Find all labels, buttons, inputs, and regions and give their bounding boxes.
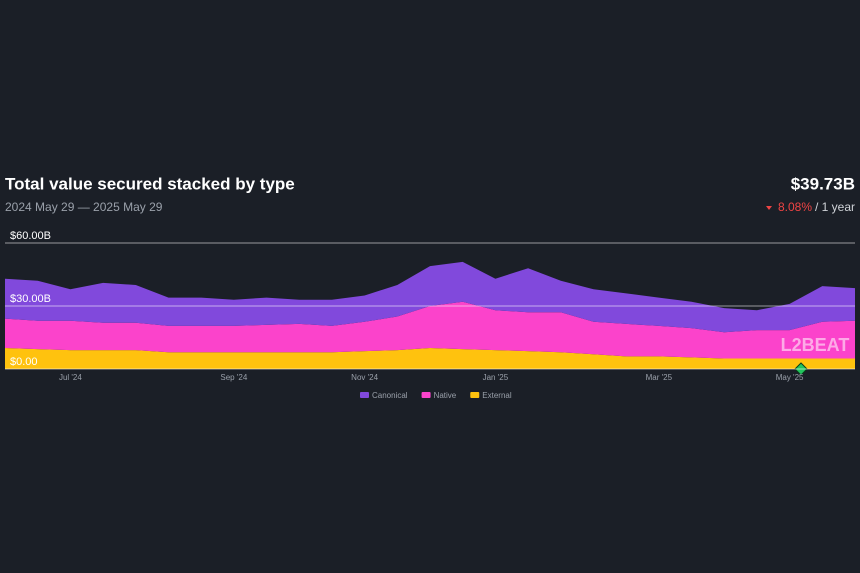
watermark: L2BEAT	[781, 335, 850, 355]
total-value: $39.73B	[791, 174, 855, 193]
legend-label: Native	[434, 391, 457, 400]
x-tick-label: May '25	[776, 373, 804, 382]
x-tick-label: Mar '25	[646, 373, 673, 382]
change-value: 8.08%	[778, 200, 812, 214]
y-tick-label: $60.00B	[10, 230, 51, 242]
down-arrow	[766, 206, 772, 210]
x-tick-label: Jul '24	[59, 373, 82, 382]
legend-swatch	[360, 392, 369, 398]
y-tick-label: $30.00B	[10, 293, 51, 305]
plot-area	[5, 261, 855, 369]
legend-swatch	[421, 392, 431, 398]
chart-subtitle: 2024 May 29 — 2025 May 29	[5, 200, 163, 214]
legend-label: External	[482, 391, 512, 400]
x-tick-label: Nov '24	[351, 373, 378, 382]
legend-clip	[0, 398, 860, 573]
x-tick-label: Jan '25	[483, 373, 509, 382]
area	[5, 301, 855, 359]
legend-swatch	[470, 392, 480, 398]
chart-title: Total value secured stacked by type	[5, 174, 295, 193]
change-period: / 1 year	[815, 200, 855, 214]
legend-label: Canonical	[372, 391, 408, 400]
area	[5, 348, 855, 369]
area	[5, 261, 855, 333]
y-tick-label: $0.00	[10, 356, 38, 368]
x-tick-label: Sep '24	[220, 373, 247, 382]
